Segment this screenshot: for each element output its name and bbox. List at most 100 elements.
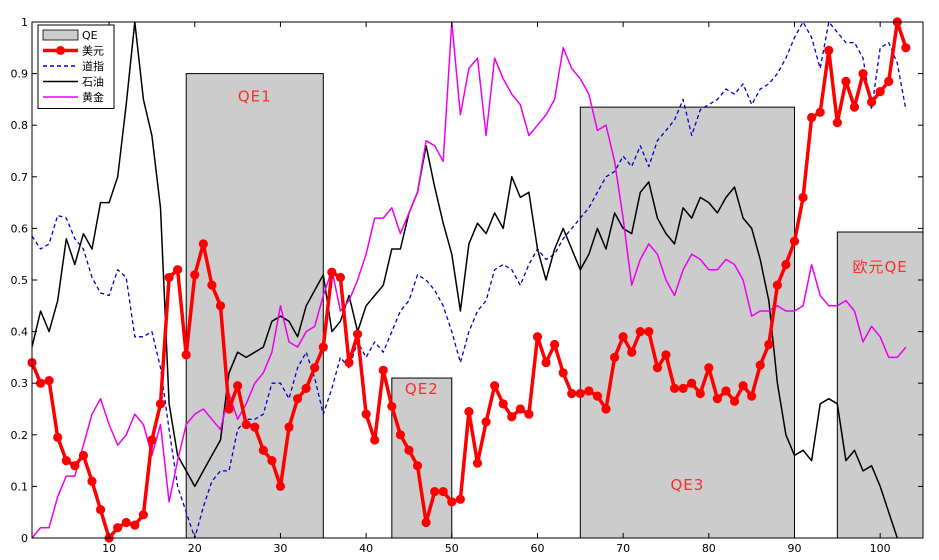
data-point-美元 [798, 192, 808, 203]
data-point-美元 [267, 456, 277, 466]
data-point-美元 [292, 394, 303, 404]
data-point-美元 [95, 505, 106, 515]
data-point-美元 [550, 339, 560, 350]
data-point-美元 [53, 432, 63, 442]
data-point-美元 [498, 399, 508, 409]
y-tick-label: 0.2 [11, 429, 29, 442]
data-point-美元 [70, 461, 80, 471]
data-point-美元 [627, 347, 637, 357]
data-point-美元 [113, 523, 123, 533]
series-line-道指 [31, 21, 907, 539]
x-tick-label: 10 [102, 542, 116, 555]
y-tick-label: 0.3 [11, 377, 29, 390]
data-point-美元 [678, 383, 688, 393]
qe-period-label: QE3 [670, 476, 704, 494]
data-point-美元 [121, 517, 131, 528]
data-point-美元 [327, 267, 337, 277]
data-point-美元 [849, 102, 860, 112]
data-point-美元 [198, 239, 208, 249]
series-line-石油 [31, 21, 899, 539]
data-point-美元 [687, 378, 697, 388]
data-point-美元 [669, 383, 680, 393]
qe-period-box [579, 106, 795, 539]
data-point-美元 [190, 270, 200, 280]
data-point-美元 [387, 401, 397, 412]
data-point-美元 [155, 399, 166, 409]
data-point-美元 [472, 458, 483, 468]
data-point-美元 [78, 450, 89, 461]
data-point-美元 [772, 280, 782, 290]
data-point-美元 [490, 381, 500, 391]
x-tick-label: 60 [530, 542, 544, 555]
data-point-美元 [147, 435, 157, 445]
data-point-美元 [275, 481, 286, 491]
data-point-美元 [515, 404, 525, 414]
qe-period-label: QE2 [405, 380, 439, 398]
y-tick-label: 0.8 [11, 119, 29, 132]
x-tick-label: 20 [188, 542, 202, 555]
data-point-美元 [35, 378, 46, 388]
data-point-美元 [567, 388, 577, 399]
y-tick-label: 0.5 [11, 274, 29, 287]
data-point-美元 [421, 517, 431, 528]
y-tick-label: 0.7 [11, 171, 29, 184]
y-tick-label: 0.1 [11, 480, 29, 493]
data-point-美元 [44, 376, 54, 386]
data-point-美元 [464, 406, 474, 417]
x-tick-label: 50 [445, 542, 459, 555]
data-point-美元 [695, 388, 705, 399]
data-point-美元 [138, 510, 148, 520]
data-point-美元 [404, 445, 414, 455]
data-point-美元 [318, 342, 328, 352]
data-point-美元 [412, 461, 423, 471]
data-point-美元 [764, 339, 774, 350]
x-tick-label: 30 [273, 542, 287, 555]
data-point-美元 [781, 259, 791, 270]
y-tick-label: 1 [21, 16, 28, 29]
data-point-美元 [635, 327, 645, 337]
data-point-美元 [481, 417, 491, 427]
legend-swatch-marker [56, 46, 65, 55]
data-point-美元 [378, 365, 388, 375]
data-point-美元 [841, 76, 851, 86]
data-point-美元 [395, 430, 405, 440]
y-tick-label: 0.6 [11, 222, 29, 235]
data-point-美元 [592, 391, 603, 401]
x-tick-label: 90 [787, 542, 801, 555]
data-point-美元 [618, 332, 628, 342]
data-point-美元 [807, 112, 817, 123]
data-point-美元 [644, 327, 654, 337]
data-point-美元 [524, 409, 534, 419]
x-tick-label: 40 [359, 542, 373, 555]
data-point-美元 [241, 419, 251, 430]
data-point-美元 [789, 236, 800, 246]
data-point-美元 [652, 363, 663, 373]
x-tick-label: 70 [616, 542, 630, 555]
data-point-美元 [233, 381, 243, 391]
data-point-美元 [824, 45, 834, 55]
x-tick-label: 100 [870, 542, 891, 555]
data-point-美元 [87, 476, 97, 486]
data-point-美元 [712, 394, 722, 404]
data-point-美元 [224, 404, 234, 414]
data-point-美元 [438, 486, 448, 497]
data-point-美元 [901, 43, 911, 53]
data-point-美元 [310, 363, 320, 373]
data-point-美元 [61, 456, 71, 466]
data-point-美元 [344, 357, 354, 368]
data-point-美元 [661, 350, 671, 360]
data-point-美元 [532, 332, 543, 342]
data-point-美元 [361, 409, 371, 419]
x-tick-label: 80 [702, 542, 716, 555]
qe-period-box [391, 377, 453, 539]
data-point-美元 [832, 118, 842, 128]
data-point-美元 [430, 486, 440, 497]
legend-swatch-qe [42, 29, 79, 41]
qe-period-label: QE1 [238, 88, 272, 106]
data-point-美元 [815, 107, 825, 117]
y-tick-label: 0.9 [11, 68, 29, 81]
y-tick-label: 0 [21, 532, 28, 545]
data-point-美元 [858, 69, 868, 79]
